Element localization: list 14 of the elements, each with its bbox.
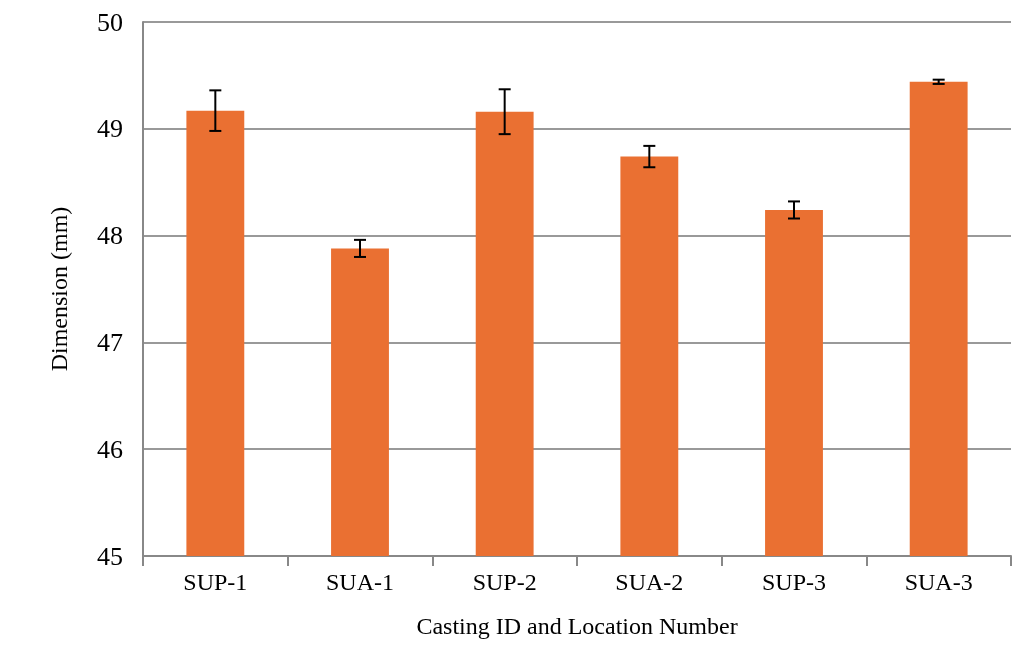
x-tick-label: SUA-2 [615, 569, 684, 595]
y-tick-label: 46 [97, 434, 123, 464]
x-tick-label: SUP-3 [761, 569, 827, 595]
y-tick-label: 45 [97, 541, 123, 571]
x-tick-label: SUP-2 [472, 569, 537, 595]
y-tick-label: 48 [97, 221, 123, 251]
x-tick-label: SUP-1 [183, 569, 248, 595]
y-tick-label: 49 [97, 114, 123, 144]
y-axis-title: Dimension (mm) [46, 206, 72, 372]
x-axis-title: Casting ID and Location Number [416, 613, 738, 639]
y-tick-label: 50 [97, 7, 123, 37]
y-tick-label: 47 [97, 327, 123, 357]
x-tick-label: SUA-3 [904, 569, 973, 595]
x-tick-label: SUA-1 [325, 569, 395, 595]
